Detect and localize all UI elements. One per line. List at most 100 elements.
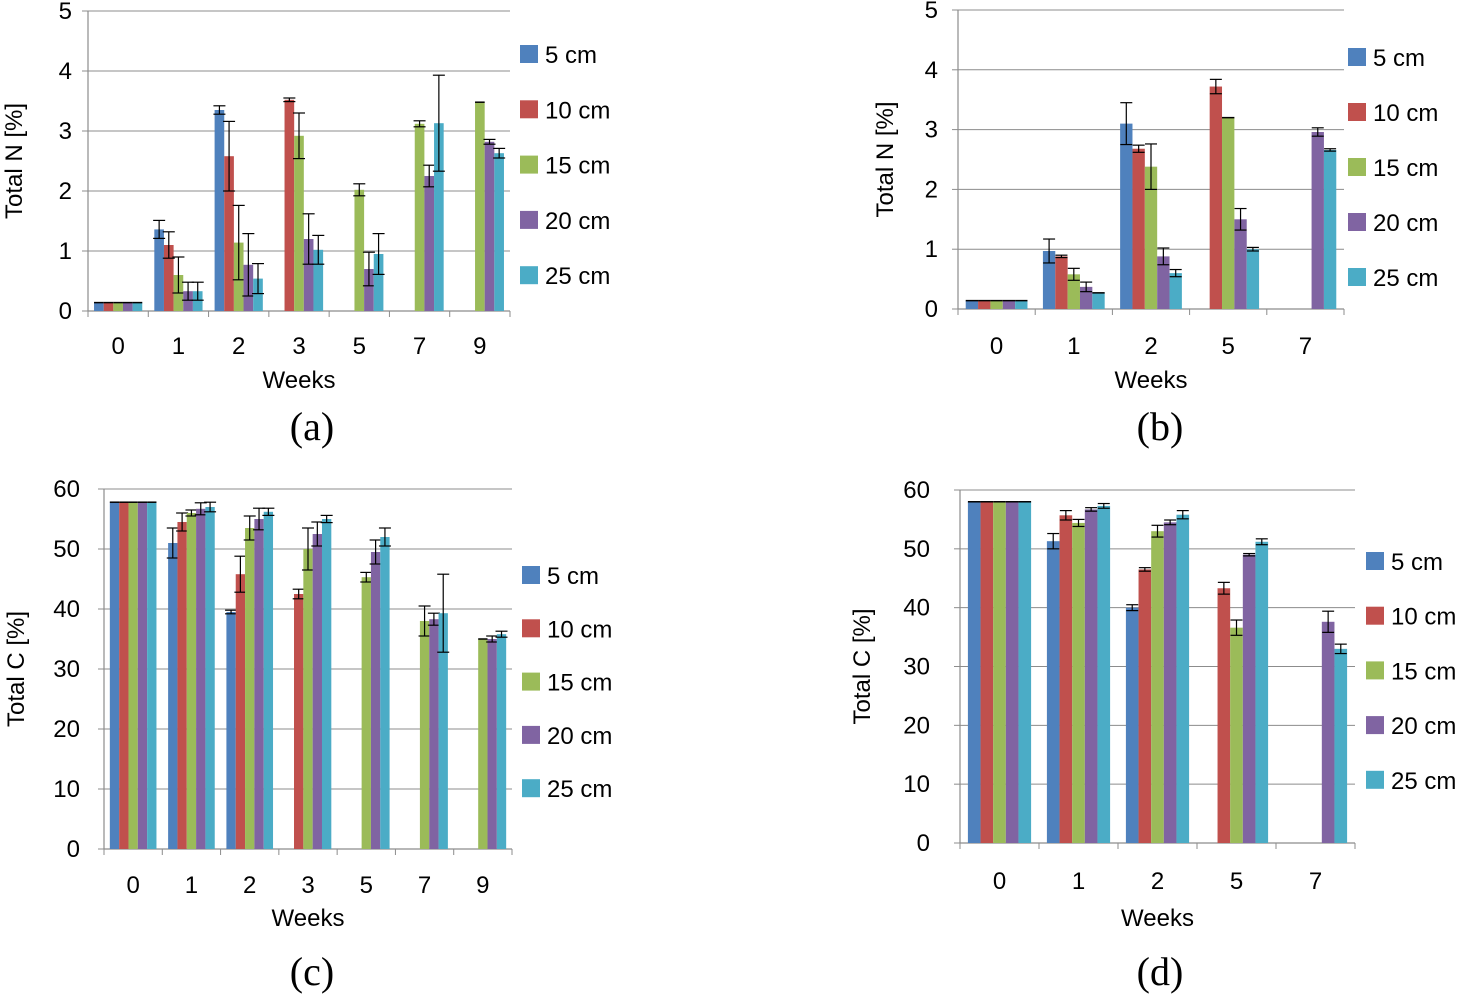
legend-swatch [1348,48,1366,66]
y-tick-label: 30 [53,656,80,683]
bar [364,269,374,311]
bar [478,639,488,849]
bar [294,594,304,849]
legend-label: 25 cm [547,776,612,803]
bar [1125,607,1139,843]
x-tick-label: 5 [360,872,373,899]
x-tick-label: 7 [413,333,426,360]
legend-swatch [520,45,538,63]
panel-label: (d) [1137,949,1184,994]
bar [1234,219,1247,309]
bar [1042,250,1056,309]
x-tick-label: 5 [1230,868,1243,895]
y-tick-label: 5 [59,0,72,25]
y-tick-label: 5 [925,0,938,24]
x-tick-label: 2 [232,333,245,360]
legend-label: 20 cm [1373,210,1438,237]
y-tick-label: 60 [903,477,930,504]
x-tick-label: 5 [1222,333,1235,360]
y-tick-label: 10 [53,776,80,803]
x-tick-label: 1 [172,333,185,360]
bar [434,123,444,311]
bar [226,612,236,849]
y-tick-label: 1 [59,238,72,265]
bar [284,99,295,311]
legend-swatch [522,619,540,638]
y-tick-label: 50 [903,536,930,563]
bar [424,176,435,311]
y-axis-title: Total N [%] [872,101,899,217]
legend-swatch [520,210,538,229]
bar [192,291,203,311]
bar [1334,648,1348,843]
legend-label: 15 cm [547,670,612,697]
bar [294,135,304,311]
bar [496,634,507,849]
bar [235,574,246,849]
y-tick-label: 0 [59,298,72,325]
x-tick-label: 1 [1067,333,1080,360]
bar [1097,505,1111,843]
legend-swatch [520,100,538,119]
bar [196,508,206,849]
bar [168,543,178,849]
panel-label: (c) [290,949,334,994]
y-tick-label: 20 [53,716,80,743]
y-tick-label: 2 [925,176,938,203]
panel-label: (b) [1137,404,1184,449]
bar [119,502,129,849]
legend-label: 15 cm [545,153,610,180]
bar [1018,501,1032,843]
x-axis-title: Weeks [263,367,336,394]
bar [1005,501,1019,843]
bar [205,507,215,849]
bar [1092,292,1105,309]
x-tick-label: 3 [292,333,305,360]
legend-label: 5 cm [545,42,597,69]
bar [484,141,495,311]
legend-swatch [522,779,540,798]
chart-panel-d: 0 10 20 30 40 50 60 0 1 2 5 7 Weeks Total C [%] 5 cm 10… [849,477,1456,994]
bar [113,302,123,311]
legend-swatch [522,672,540,691]
y-axis-title: Total N [%] [1,103,28,219]
bar [1176,514,1190,843]
bar [373,254,384,311]
chart-panel-c: 0 10 20 30 40 50 60 0 1 2 3 5 7 9 Weeks Total C [%] 5 cm… [3,476,612,994]
bar [263,511,274,849]
legend-label: 20 cm [547,723,612,750]
bar [414,123,425,311]
bar [183,291,193,311]
bar [1169,273,1182,309]
bar [1323,149,1337,309]
y-tick-label: 0 [67,836,80,863]
bar [980,501,994,843]
bar [1321,621,1335,843]
bar [993,501,1006,843]
y-tick-label: 4 [925,57,938,84]
legend-label: 25 cm [1373,265,1438,292]
legend-label: 10 cm [1373,100,1438,127]
bar [1002,300,1016,309]
bar [1163,522,1177,843]
bar [109,502,120,849]
bar [361,577,371,849]
bar [494,153,504,311]
bar [1059,515,1073,843]
legend-label: 10 cm [547,616,612,643]
legend-swatch [1366,552,1384,570]
bar [303,549,313,849]
bar [245,528,255,849]
x-tick-label: 5 [353,333,366,360]
x-tick-label: 0 [111,333,124,360]
bar [128,502,138,849]
x-tick-label: 7 [1309,868,1322,895]
legend-label: 5 cm [1373,45,1425,72]
y-tick-label: 50 [53,536,80,563]
x-tick-label: 0 [990,333,1003,360]
bar [1217,588,1231,843]
y-tick-label: 10 [903,771,930,798]
bar [312,534,322,849]
bar [103,302,114,311]
